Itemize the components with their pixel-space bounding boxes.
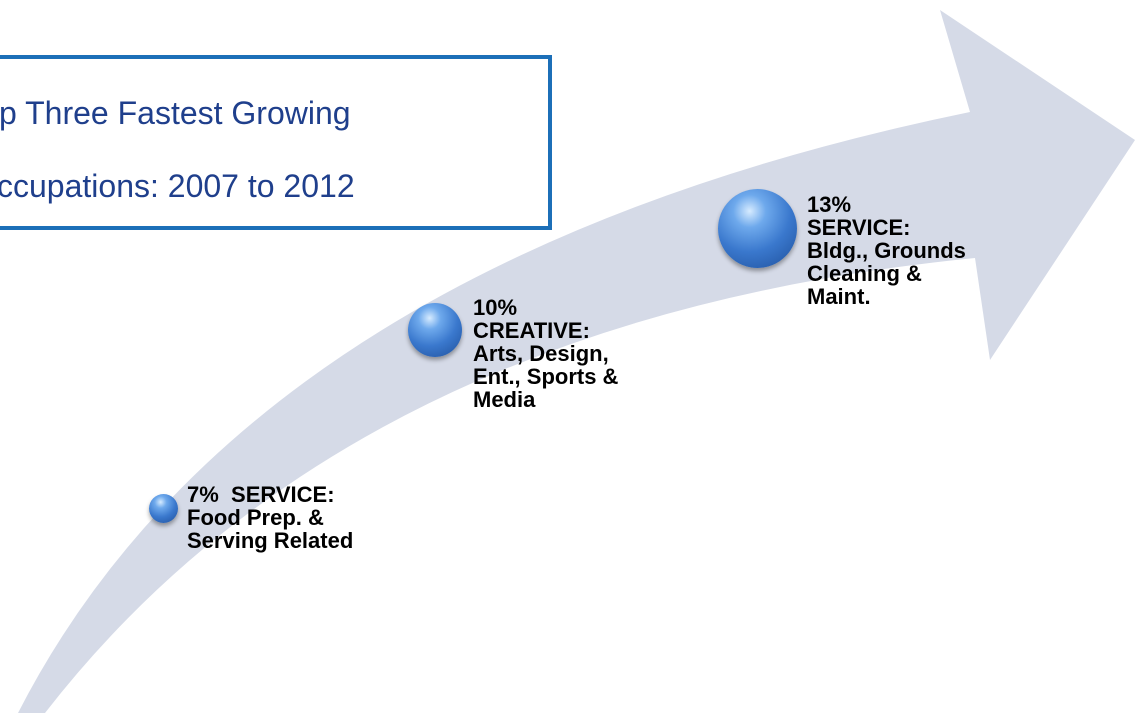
callout-title-line-1: p Three Fastest Growing [0,95,351,131]
callout-title-line-2: ccupations: 2007 to 2012 [0,168,355,204]
stage-2-label: 10% CREATIVE: Arts, Design, Ent., Sports… [473,295,619,412]
title-fragment [0,0,1135,6]
stage-3-dot [718,189,797,268]
stage-2-dot [408,303,462,357]
stage-1-dot [149,494,178,523]
stage-3-label: 13% SERVICE: Bldg., Grounds Cleaning & M… [807,192,966,309]
stage-1-label: 7% SERVICE: Food Prep. & Serving Related [187,482,354,553]
callout-box: p Three Fastest Growing ccupations: 2007… [0,55,552,230]
growth-arrow-shape [18,10,1135,713]
